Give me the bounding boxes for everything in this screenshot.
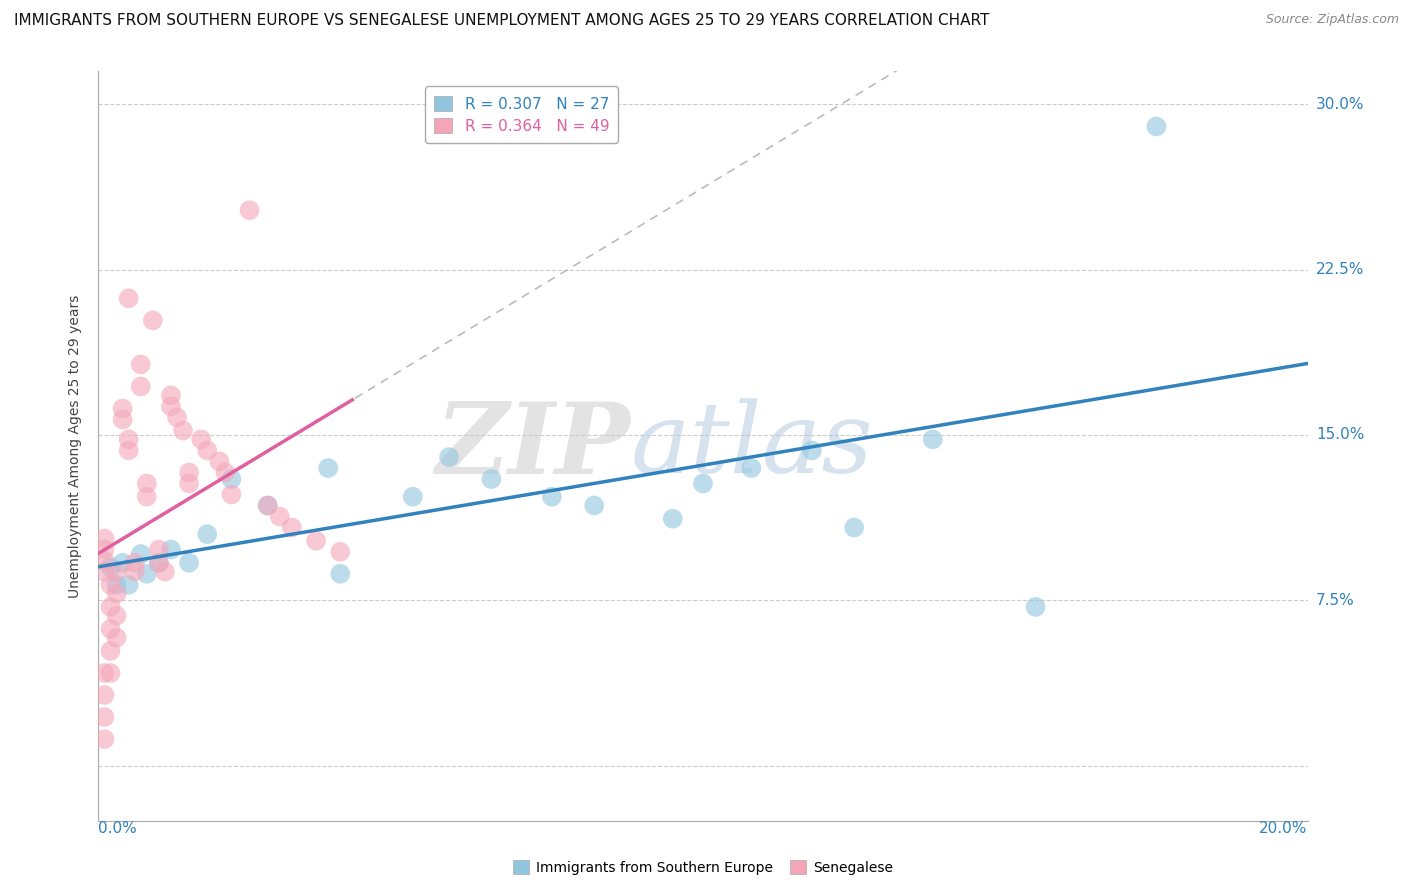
Point	[129, 379, 152, 393]
Point	[540, 490, 562, 504]
Point	[195, 443, 218, 458]
Point	[921, 433, 943, 447]
Point	[305, 533, 328, 548]
Point	[100, 622, 122, 636]
Point	[208, 454, 231, 468]
Point	[148, 556, 170, 570]
Point	[105, 578, 128, 592]
Point	[100, 665, 122, 680]
Point	[111, 401, 134, 416]
Point	[111, 412, 134, 426]
Point	[256, 499, 278, 513]
Text: 22.5%: 22.5%	[1316, 262, 1364, 277]
Point	[269, 509, 291, 524]
Point	[402, 490, 425, 504]
Point	[160, 388, 183, 402]
Point	[256, 499, 278, 513]
Text: IMMIGRANTS FROM SOUTHERN EUROPE VS SENEGALESE UNEMPLOYMENT AMONG AGES 25 TO 29 Y: IMMIGRANTS FROM SOUTHERN EUROPE VS SENEG…	[14, 13, 990, 29]
Point	[129, 358, 152, 372]
Point	[135, 566, 157, 581]
Point	[329, 545, 352, 559]
Point	[329, 566, 352, 581]
Point	[93, 665, 115, 680]
Point	[190, 433, 212, 447]
Point	[93, 688, 115, 702]
Point	[172, 424, 194, 438]
Point	[93, 732, 115, 747]
Point	[93, 565, 115, 579]
Point	[179, 556, 201, 570]
Point	[160, 542, 183, 557]
Point	[105, 565, 128, 579]
Point	[740, 461, 762, 475]
Point	[105, 587, 128, 601]
Point	[93, 542, 115, 557]
Legend: Immigrants from Southern Europe, Senegalese: Immigrants from Southern Europe, Senegal…	[508, 855, 898, 880]
Point	[100, 560, 122, 574]
Point	[100, 599, 122, 614]
Point	[160, 400, 183, 414]
Point	[800, 443, 823, 458]
Text: 7.5%: 7.5%	[1316, 593, 1354, 607]
Point	[100, 578, 122, 592]
Point	[179, 476, 201, 491]
Text: ZIP: ZIP	[436, 398, 630, 494]
Point	[118, 433, 141, 447]
Point	[148, 556, 170, 570]
Y-axis label: Unemployment Among Ages 25 to 29 years: Unemployment Among Ages 25 to 29 years	[69, 294, 83, 598]
Text: 20.0%: 20.0%	[1260, 821, 1308, 836]
Point	[1024, 599, 1046, 614]
Text: 30.0%: 30.0%	[1316, 97, 1364, 112]
Point	[93, 532, 115, 546]
Point	[111, 556, 134, 570]
Point	[437, 450, 460, 464]
Point	[583, 499, 606, 513]
Point	[93, 553, 115, 567]
Point	[93, 710, 115, 724]
Point	[118, 578, 141, 592]
Text: 15.0%: 15.0%	[1316, 427, 1364, 442]
Point	[105, 631, 128, 645]
Point	[179, 466, 201, 480]
Point	[124, 565, 146, 579]
Point	[316, 461, 339, 475]
Point	[148, 542, 170, 557]
Point	[142, 313, 165, 327]
Point	[481, 472, 503, 486]
Point	[281, 520, 304, 534]
Point	[214, 466, 236, 480]
Point	[844, 520, 866, 534]
Point	[195, 527, 218, 541]
Point	[239, 203, 262, 218]
Point	[221, 472, 243, 486]
Text: Source: ZipAtlas.com: Source: ZipAtlas.com	[1265, 13, 1399, 27]
Point	[118, 443, 141, 458]
Point	[1144, 120, 1167, 134]
Point	[153, 565, 176, 579]
Point	[135, 476, 157, 491]
Point	[221, 487, 243, 501]
Text: 0.0%: 0.0%	[98, 821, 138, 836]
Point	[105, 608, 128, 623]
Point	[166, 410, 188, 425]
Text: atlas: atlas	[630, 399, 873, 493]
Legend: R = 0.307   N = 27, R = 0.364   N = 49: R = 0.307 N = 27, R = 0.364 N = 49	[425, 87, 619, 143]
Point	[124, 556, 146, 570]
Point	[692, 476, 714, 491]
Point	[135, 490, 157, 504]
Point	[661, 512, 683, 526]
Point	[129, 547, 152, 561]
Point	[118, 291, 141, 305]
Point	[100, 644, 122, 658]
